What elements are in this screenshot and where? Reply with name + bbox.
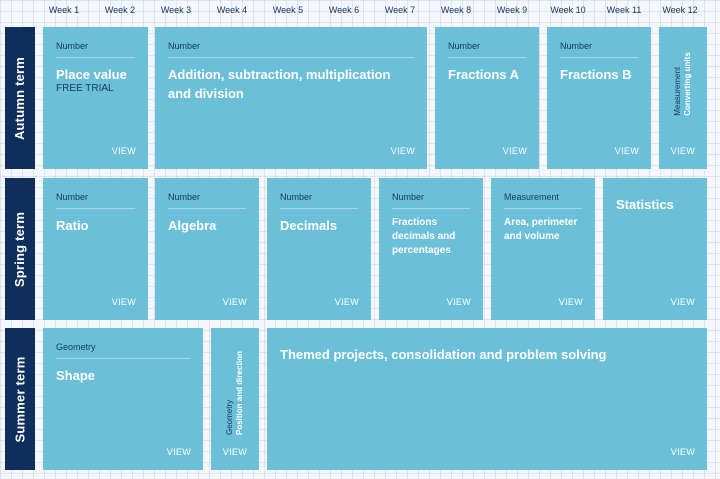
fractions-b-card[interactable]: Number Fractions B VIEW	[547, 27, 651, 169]
card-title: Decimals	[280, 218, 338, 233]
card-category: Number	[56, 192, 89, 202]
card-category: Number	[56, 41, 89, 51]
summer-term-text: Summer term	[12, 355, 28, 443]
card-title: Themed projects, consolidation and probl…	[280, 347, 607, 362]
card-category: Measurement	[504, 192, 560, 202]
vertical-label: Measurement Converting units	[673, 52, 693, 116]
week-3-header: Week 3	[160, 5, 192, 15]
card-divider	[168, 57, 414, 58]
card-divider	[56, 57, 135, 58]
themed-projects-card[interactable]: Themed projects, consolidation and probl…	[267, 328, 707, 470]
view-link[interactable]: VIEW	[670, 447, 695, 457]
card-divider	[56, 358, 190, 359]
card-category: Measurement	[673, 66, 682, 116]
card-title: Shape	[56, 368, 96, 383]
week-4-header: Week 4	[216, 5, 248, 15]
card-divider	[392, 208, 470, 209]
view-link[interactable]: VIEW	[614, 146, 639, 156]
card-title: Place value	[56, 67, 127, 82]
shape-card[interactable]: Geometry Shape VIEW	[43, 328, 203, 470]
card-category: Number	[168, 192, 201, 202]
card-category: Geometry	[225, 399, 234, 436]
ratio-card[interactable]: Number Ratio VIEW	[43, 178, 148, 320]
card-category: Number	[168, 41, 201, 51]
place-value-card[interactable]: Number Place value FREE TRIAL VIEW	[43, 27, 148, 169]
view-link[interactable]: VIEW	[222, 297, 247, 307]
card-divider	[56, 208, 135, 209]
view-link[interactable]: VIEW	[111, 146, 136, 156]
card-divider	[560, 57, 638, 58]
card-category: Geometry	[56, 342, 96, 352]
summer-term-label: Summer term	[5, 328, 35, 470]
week-9-header: Week 9	[496, 5, 528, 15]
card-category: Number	[280, 192, 313, 202]
card-title: Position and direction	[235, 350, 244, 436]
week-11-header: Week 11	[606, 5, 642, 15]
view-link[interactable]: VIEW	[390, 146, 415, 156]
view-link[interactable]: VIEW	[111, 297, 136, 307]
card-category: Number	[560, 41, 593, 51]
vertical-label: Geometry Position and direction	[225, 351, 245, 435]
week-6-header: Week 6	[328, 5, 360, 15]
statistics-card[interactable]: Statistics VIEW	[603, 178, 707, 320]
card-category: Number	[392, 192, 425, 202]
week-2-header: Week 2	[104, 5, 136, 15]
card-divider	[448, 57, 526, 58]
autumn-term-label: Autumn term	[5, 27, 35, 169]
card-divider	[280, 208, 358, 209]
view-link[interactable]: VIEW	[446, 297, 471, 307]
week-7-header: Week 7	[384, 5, 416, 15]
fractions-decimals-percentages-card[interactable]: Number Fractions decimals and percentage…	[379, 178, 483, 320]
view-link[interactable]: VIEW	[166, 447, 191, 457]
view-link[interactable]: VIEW	[558, 297, 583, 307]
card-title: Fractions decimals and percentages	[392, 217, 456, 256]
card-title: Converting units	[683, 52, 692, 116]
card-title: Addition, subtraction, multiplication an…	[168, 67, 391, 101]
fractions-a-card[interactable]: Number Fractions A VIEW	[435, 27, 539, 169]
view-link[interactable]: VIEW	[670, 297, 695, 307]
area-perimeter-volume-card[interactable]: Measurement Area, perimeter and volume V…	[491, 178, 595, 320]
week-8-header: Week 8	[440, 5, 472, 15]
card-divider	[504, 208, 582, 209]
card-category: Number	[448, 41, 481, 51]
card-title: Area, perimeter and volume	[504, 217, 578, 242]
view-link[interactable]: VIEW	[222, 447, 247, 457]
position-direction-card[interactable]: Geometry Position and direction VIEW	[211, 328, 259, 470]
card-title: Ratio	[56, 218, 89, 233]
card-title: Algebra	[168, 218, 217, 233]
spring-term-text: Spring term	[12, 211, 28, 287]
card-divider	[168, 208, 246, 209]
view-link[interactable]: VIEW	[334, 297, 359, 307]
week-12-header: Week 12	[662, 5, 698, 15]
card-title: Fractions A	[448, 67, 520, 82]
converting-units-card[interactable]: Measurement Converting units VIEW	[659, 27, 707, 169]
addition-subtraction-card[interactable]: Number Addition, subtraction, multiplica…	[155, 27, 427, 169]
algebra-card[interactable]: Number Algebra VIEW	[155, 178, 259, 320]
week-10-header: Week 10	[550, 5, 586, 15]
view-link[interactable]: VIEW	[502, 146, 527, 156]
week-1-header: Week 1	[48, 5, 80, 15]
view-link[interactable]: VIEW	[670, 146, 695, 156]
spring-term-label: Spring term	[5, 178, 35, 320]
autumn-term-text: Autumn term	[12, 56, 28, 140]
card-title: Fractions B	[560, 67, 632, 82]
free-trial-badge: FREE TRIAL	[56, 83, 114, 94]
decimals-card[interactable]: Number Decimals VIEW	[267, 178, 371, 320]
week-5-header: Week 5	[272, 5, 304, 15]
card-title: Statistics	[616, 197, 674, 212]
